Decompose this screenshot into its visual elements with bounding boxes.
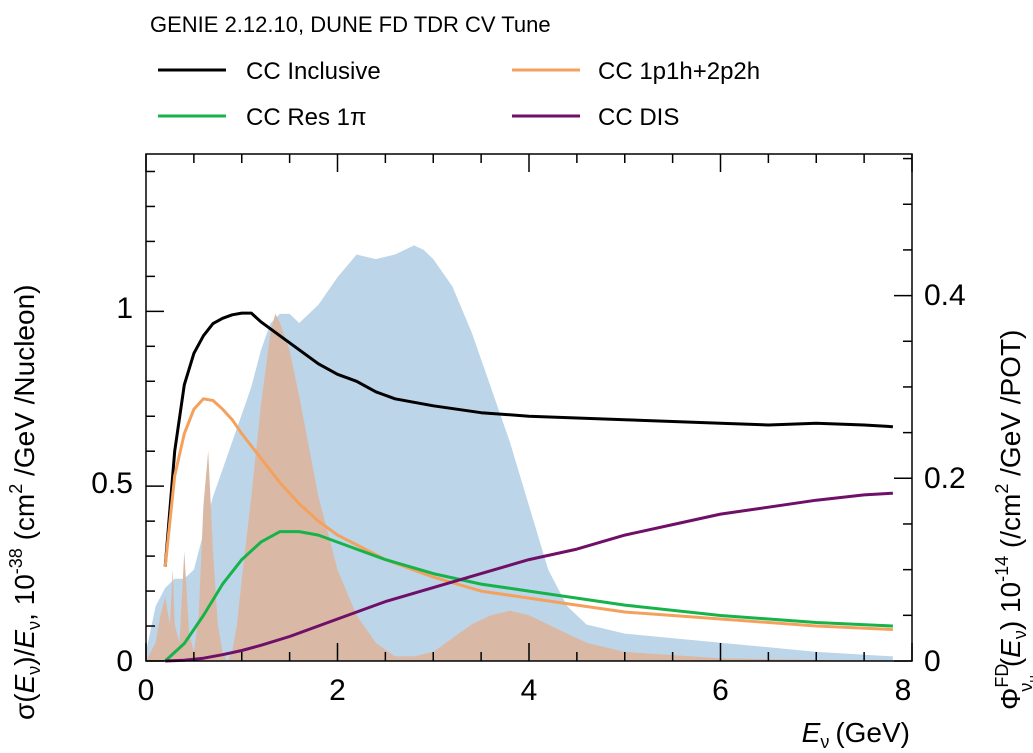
- x-axis-title: Eν (GeV): [802, 717, 910, 752]
- y-right-tick-labels: 0 0.2 0.4: [924, 279, 966, 678]
- series-line-cc-inclusive: [163, 311, 893, 567]
- y-left-axis-title: σ(Eν)/Eν, 10-38 (cm2 /GeV /Nucleon): [6, 285, 44, 720]
- y-left-tick-labels: 0 0.5 1: [91, 292, 133, 678]
- y-right-tick-label: 0: [924, 645, 941, 678]
- plot-area: [146, 245, 893, 663]
- legend-label-cc-1p1h-2p2h: CC 1p1h+2p2h: [598, 58, 760, 85]
- series-line-cc-res-1pi: [164, 530, 893, 663]
- y-left-tick-label: 1: [116, 292, 133, 325]
- legend-item: CC Inclusive: [158, 58, 381, 85]
- y-right-tick-label: 0.4: [924, 279, 966, 312]
- axis-ticks: [145, 154, 913, 662]
- legend-label-cc-res-1pi: CC Res 1π: [246, 104, 367, 131]
- x-tick-label: 6: [712, 674, 729, 707]
- series-line-cc-1p1h-2p2h: [163, 397, 893, 631]
- legend-item: CC 1p1h+2p2h: [512, 58, 760, 85]
- legend-label-cc-inclusive: CC Inclusive: [246, 58, 381, 85]
- x-tick-labels: 0 2 4 6 8: [138, 674, 912, 707]
- y-left-tick-label: 0.5: [91, 467, 133, 500]
- x-tick-label: 2: [329, 674, 346, 707]
- x-tick-label: 4: [521, 674, 538, 707]
- series-line-cc-dis: [165, 491, 893, 663]
- x-tick-label: 0: [138, 674, 155, 707]
- x-tick-label: 8: [895, 674, 912, 707]
- flux-area-brown: [146, 313, 893, 661]
- legend-label-cc-dis: CC DIS: [598, 104, 679, 131]
- y-left-tick-label: 0: [116, 645, 133, 678]
- legend-item: CC Res 1π: [158, 104, 367, 131]
- chart-header: GENIE 2.12.10, DUNE FD TDR CV Tune: [150, 12, 551, 37]
- y-right-axis-title: ΦFDνμ(Eν) 10-14 (/cm2 /GeV /POT): [992, 330, 1033, 710]
- y-right-tick-label: 0.2: [924, 462, 966, 495]
- legend-item: CC DIS: [512, 104, 679, 131]
- legend: CC Inclusive CC 1p1h+2p2h CC Res 1π CC D…: [158, 58, 760, 131]
